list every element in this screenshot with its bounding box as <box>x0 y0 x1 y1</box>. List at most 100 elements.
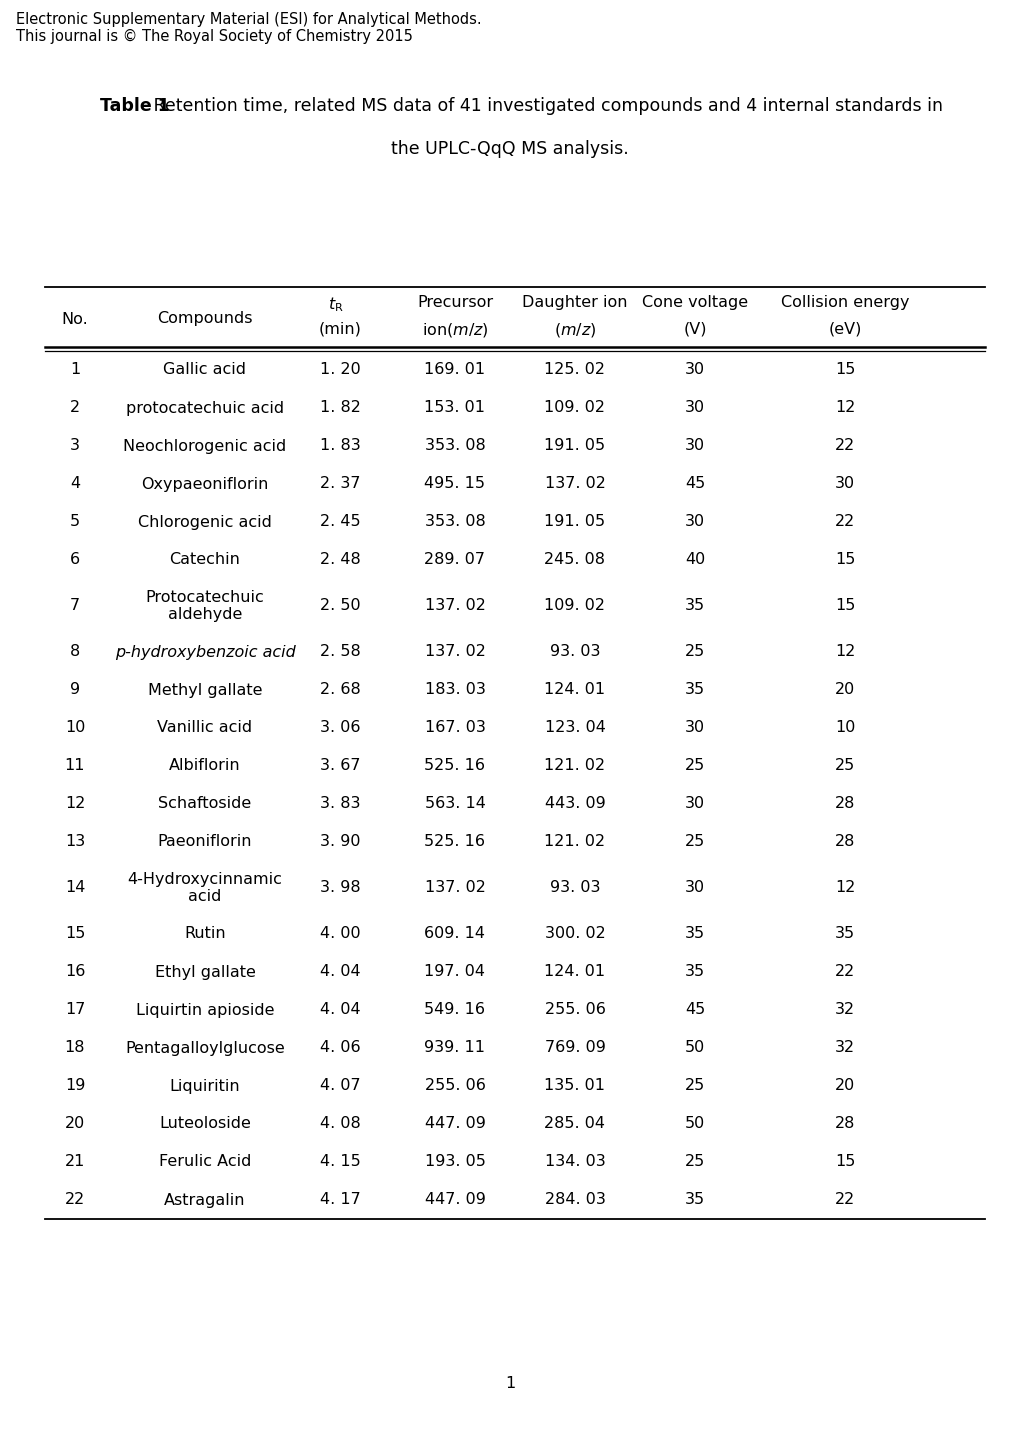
Text: 549. 16: 549. 16 <box>424 1002 485 1018</box>
Text: 32: 32 <box>835 1002 854 1018</box>
Text: 193. 05: 193. 05 <box>424 1155 485 1169</box>
Text: Compounds: Compounds <box>157 311 253 326</box>
Text: 123. 04: 123. 04 <box>544 721 605 735</box>
Text: Vanillic acid: Vanillic acid <box>157 721 253 735</box>
Text: Albiflorin: Albiflorin <box>169 758 240 773</box>
Text: 609. 14: 609. 14 <box>424 927 485 942</box>
Text: 25: 25 <box>684 835 704 849</box>
Text: 30: 30 <box>685 401 704 415</box>
Text: 125. 02: 125. 02 <box>544 362 605 378</box>
Text: 4: 4 <box>70 476 79 492</box>
Text: 4. 04: 4. 04 <box>319 965 360 979</box>
Text: 4. 04: 4. 04 <box>319 1002 360 1018</box>
Text: Schaftoside: Schaftoside <box>158 796 252 812</box>
Text: 25: 25 <box>684 758 704 773</box>
Text: Oxypaeoniflorin: Oxypaeoniflorin <box>142 476 268 492</box>
Text: 4. 17: 4. 17 <box>319 1193 360 1207</box>
Text: 20: 20 <box>65 1116 85 1132</box>
Text: 32: 32 <box>835 1041 854 1056</box>
Text: 2. 68: 2. 68 <box>319 682 360 698</box>
Text: 11: 11 <box>64 758 86 773</box>
Text: 447. 09: 447. 09 <box>424 1193 485 1207</box>
Text: 124. 01: 124. 01 <box>544 682 605 698</box>
Text: 30: 30 <box>685 796 704 812</box>
Text: 28: 28 <box>834 1116 854 1132</box>
Text: 19: 19 <box>65 1079 86 1093</box>
Text: Pentagalloylglucose: Pentagalloylglucose <box>125 1041 284 1056</box>
Text: 25: 25 <box>684 645 704 659</box>
Text: 769. 09: 769. 09 <box>544 1041 605 1056</box>
Text: 13: 13 <box>65 835 85 849</box>
Text: 50: 50 <box>684 1116 704 1132</box>
Text: 8: 8 <box>70 645 81 659</box>
Text: protocatechuic acid: protocatechuic acid <box>125 401 283 415</box>
Text: 169. 01: 169. 01 <box>424 362 485 378</box>
Text: 45: 45 <box>684 1002 704 1018</box>
Text: $t_{\rm R}$: $t_{\rm R}$ <box>328 296 343 314</box>
Text: 2. 37: 2. 37 <box>319 476 360 492</box>
Text: 4. 00: 4. 00 <box>319 927 360 942</box>
Text: 2. 48: 2. 48 <box>319 552 360 568</box>
Text: 9: 9 <box>70 682 79 698</box>
Text: 183. 03: 183. 03 <box>424 682 485 698</box>
Text: 109. 02: 109. 02 <box>544 401 605 415</box>
Text: 191. 05: 191. 05 <box>544 515 605 529</box>
Text: 4. 06: 4. 06 <box>319 1041 360 1056</box>
Text: Retention time, related MS data of 41 investigated compounds and 4 internal stan: Retention time, related MS data of 41 in… <box>148 97 943 115</box>
Text: 20: 20 <box>835 682 854 698</box>
Text: 137. 02: 137. 02 <box>424 645 485 659</box>
Text: 191. 05: 191. 05 <box>544 438 605 453</box>
Text: 137. 02: 137. 02 <box>424 881 485 895</box>
Text: 35: 35 <box>685 682 704 698</box>
Text: ($m/z$): ($m/z$) <box>553 322 596 339</box>
Text: Precursor: Precursor <box>417 296 492 310</box>
Text: 197. 04: 197. 04 <box>424 965 485 979</box>
Text: 1. 82: 1. 82 <box>319 401 360 415</box>
Text: 35: 35 <box>685 1193 704 1207</box>
Text: 25: 25 <box>835 758 854 773</box>
Text: 255. 06: 255. 06 <box>424 1079 485 1093</box>
Text: 40: 40 <box>684 552 704 568</box>
Text: 4. 08: 4. 08 <box>319 1116 360 1132</box>
Text: 245. 08: 245. 08 <box>544 552 605 568</box>
Text: 5: 5 <box>70 515 79 529</box>
Text: 2. 58: 2. 58 <box>319 645 360 659</box>
Text: 93. 03: 93. 03 <box>549 881 599 895</box>
Text: 1. 83: 1. 83 <box>319 438 360 453</box>
Text: Liquirtin apioside: Liquirtin apioside <box>136 1002 274 1018</box>
Text: 1. 20: 1. 20 <box>319 362 360 378</box>
Text: Collision energy: Collision energy <box>780 296 908 310</box>
Text: 28: 28 <box>834 835 854 849</box>
Text: 30: 30 <box>685 362 704 378</box>
Text: 939. 11: 939. 11 <box>424 1041 485 1056</box>
Text: 14: 14 <box>65 881 86 895</box>
Text: 18: 18 <box>64 1041 86 1056</box>
Text: Daughter ion: Daughter ion <box>522 296 627 310</box>
Text: 3. 06: 3. 06 <box>319 721 360 735</box>
Text: 443. 09: 443. 09 <box>544 796 605 812</box>
Text: Ethyl gallate: Ethyl gallate <box>155 965 255 979</box>
Text: 121. 02: 121. 02 <box>544 758 605 773</box>
Text: 2. 45: 2. 45 <box>319 515 360 529</box>
Text: acid: acid <box>189 890 221 904</box>
Text: Catechin: Catechin <box>169 552 240 568</box>
Text: 35: 35 <box>685 927 704 942</box>
Text: Methyl gallate: Methyl gallate <box>148 682 262 698</box>
Text: Neochlorogenic acid: Neochlorogenic acid <box>123 438 286 453</box>
Text: 12: 12 <box>834 401 854 415</box>
Text: Gallic acid: Gallic acid <box>163 362 247 378</box>
Text: 15: 15 <box>834 362 854 378</box>
Text: the UPLC-QqQ MS analysis.: the UPLC-QqQ MS analysis. <box>390 140 629 159</box>
Text: 15: 15 <box>834 1155 854 1169</box>
Text: 289. 07: 289. 07 <box>424 552 485 568</box>
Text: (eV): (eV) <box>827 322 861 336</box>
Text: 35: 35 <box>685 598 704 613</box>
Text: 137. 02: 137. 02 <box>424 598 485 613</box>
Text: 22: 22 <box>65 1193 85 1207</box>
Text: 7: 7 <box>70 598 79 613</box>
Text: 1: 1 <box>70 362 81 378</box>
Text: 28: 28 <box>834 796 854 812</box>
Text: 1: 1 <box>504 1377 515 1392</box>
Text: 12: 12 <box>834 645 854 659</box>
Text: 6: 6 <box>70 552 79 568</box>
